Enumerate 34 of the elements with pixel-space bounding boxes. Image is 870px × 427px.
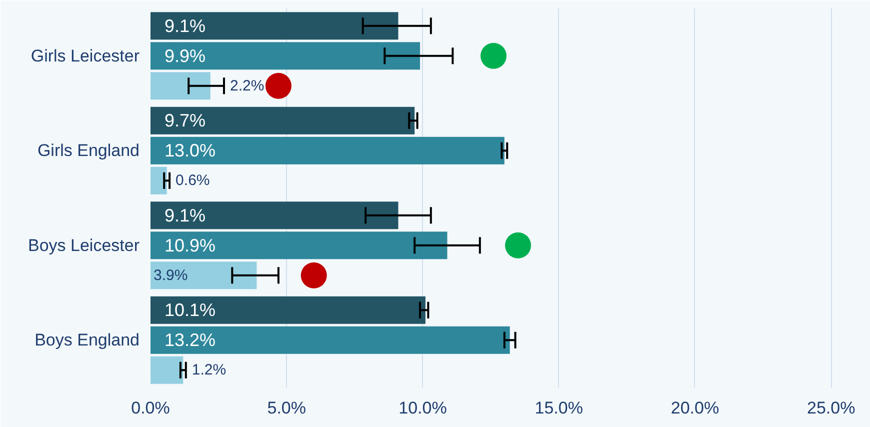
bar bbox=[150, 296, 426, 324]
bar bbox=[150, 136, 504, 164]
y-tick-label: Boys Leicester bbox=[28, 236, 140, 255]
x-tick-label: 20.0% bbox=[670, 398, 720, 418]
data-label: 0.6% bbox=[176, 172, 210, 190]
bar bbox=[150, 202, 398, 230]
bar bbox=[150, 42, 420, 70]
bar bbox=[150, 326, 510, 354]
x-tick-label: 5.0% bbox=[267, 398, 306, 418]
data-label: 9.1% bbox=[164, 16, 206, 36]
data-label: 10.1% bbox=[164, 300, 216, 320]
data-label: 10.9% bbox=[164, 235, 216, 256]
bar bbox=[150, 232, 448, 260]
data-label: 13.2% bbox=[164, 330, 216, 350]
x-tick-label: 0.0% bbox=[131, 398, 170, 418]
data-label: 3.9% bbox=[154, 266, 188, 284]
data-label: 2.2% bbox=[230, 77, 264, 94]
x-tick-label: 10.0% bbox=[398, 398, 447, 418]
bar bbox=[150, 262, 257, 290]
bar bbox=[150, 356, 184, 384]
bar bbox=[150, 72, 210, 100]
y-tick-label: Girls Leicester bbox=[30, 46, 140, 66]
y-tick-label: Boys England bbox=[34, 330, 140, 350]
data-label: 9.9% bbox=[164, 46, 206, 66]
x-tick-label: 15.0% bbox=[534, 398, 583, 418]
data-label: 9.1% bbox=[164, 205, 206, 226]
bar bbox=[150, 12, 398, 40]
bar bbox=[150, 106, 415, 134]
data-label: 9.7% bbox=[164, 110, 206, 131]
data-label: 1.2% bbox=[192, 362, 226, 379]
bar bbox=[150, 166, 167, 194]
y-tick-label: Girls England bbox=[37, 141, 140, 160]
x-tick-label: 25.0% bbox=[807, 398, 856, 418]
data-label: 13.0% bbox=[164, 140, 216, 161]
